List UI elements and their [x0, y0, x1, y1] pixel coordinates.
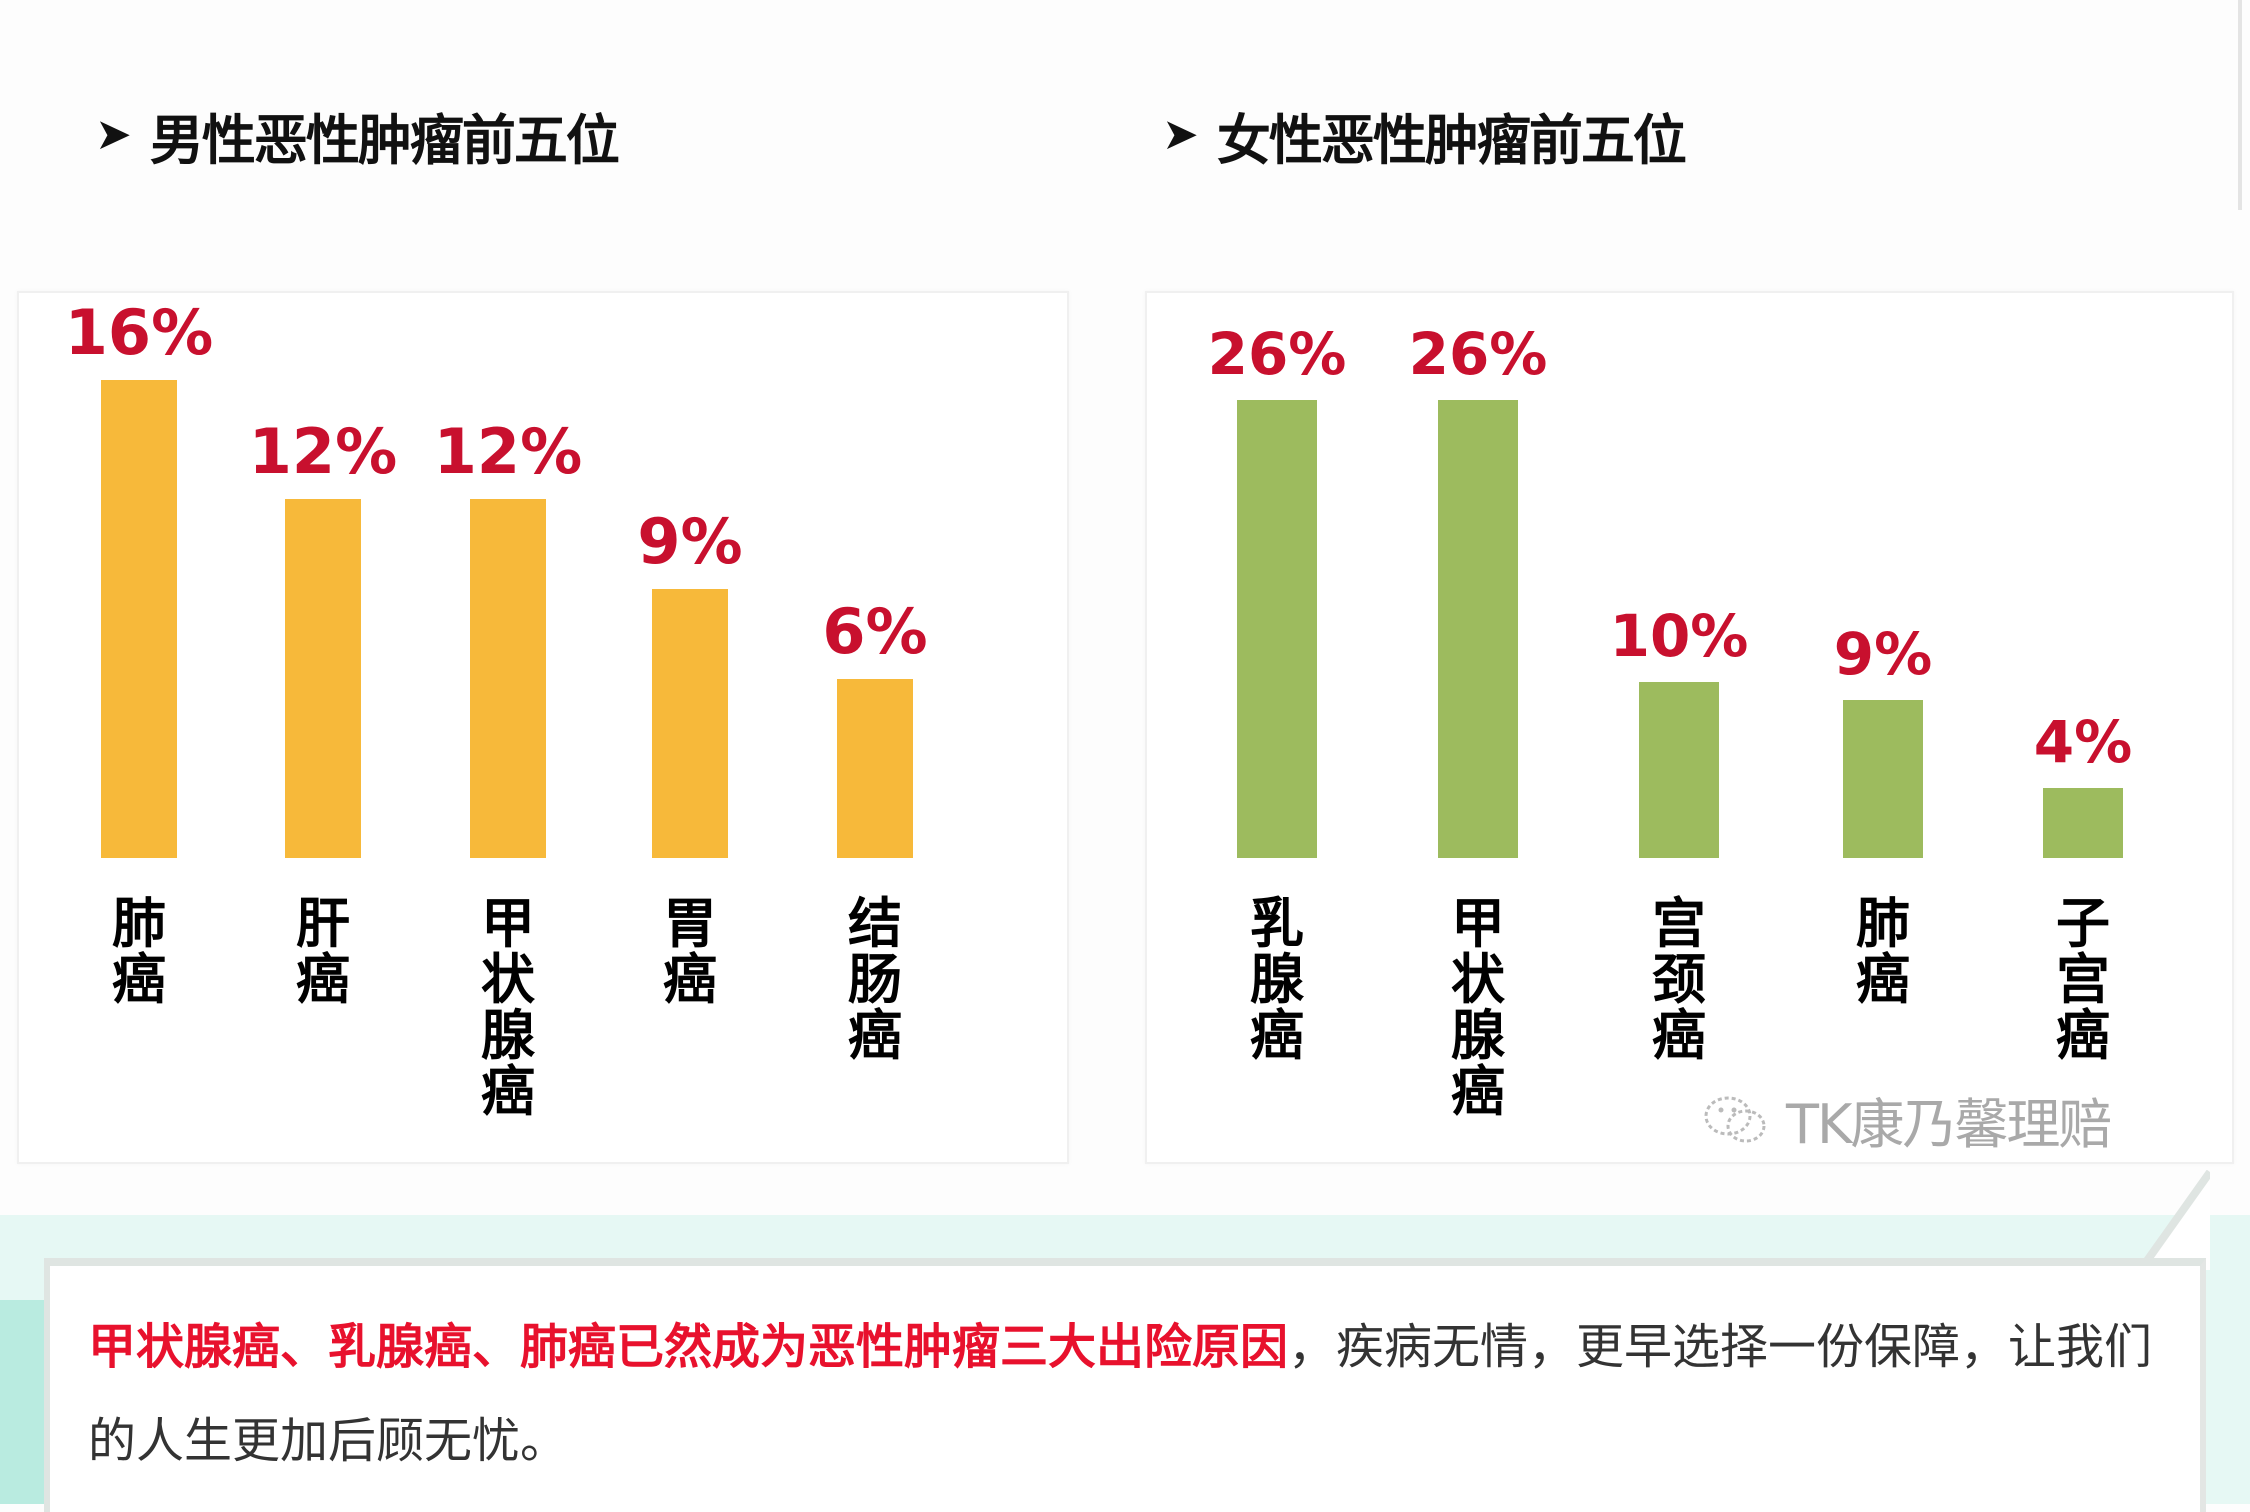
- male-bar-value-label: 6%: [822, 594, 928, 668]
- female-bar-value-label: 9%: [1833, 619, 1933, 688]
- male-bar-category-label: 肝癌: [296, 892, 350, 1011]
- male-bar-category-label: 肺癌: [112, 892, 166, 1011]
- male-bar-value-label: 12%: [248, 415, 398, 489]
- female-bar-category-label: 乳腺癌: [1250, 892, 1304, 1067]
- male-bar: [652, 588, 728, 858]
- female-bar: [2043, 787, 2123, 858]
- summary-rest: ，疾病无情，更早选择一份保障，让我们的人生更加后顾无忧。: [88, 1319, 2153, 1469]
- male-bar: [285, 499, 361, 858]
- female-bar-category-label: 肺癌: [1856, 892, 1910, 1011]
- female-bar: [1639, 682, 1719, 858]
- female-bar-value-label: 4%: [2033, 707, 2133, 776]
- female-bar: [1237, 400, 1317, 858]
- watermark: TK康乃馨理赔: [1700, 1080, 2112, 1159]
- watermark-text: TK康乃馨理赔: [1786, 1093, 2112, 1156]
- male-bar-category-label: 结肠癌: [848, 892, 902, 1067]
- page-edge-divider: [2238, 0, 2242, 210]
- arrow-right-icon: ➤: [1162, 109, 1199, 160]
- female-bar-value-label: 26%: [1408, 320, 1548, 389]
- male-bar-category-label: 甲状腺癌: [481, 892, 535, 1123]
- female-title-text: 女性恶性肿瘤前五位: [1216, 108, 1687, 172]
- male-bar: [470, 499, 546, 858]
- male-bar: [837, 678, 913, 858]
- male-bar-value-label: 9%: [637, 504, 743, 578]
- summary-text: 甲状腺癌、乳腺癌、肺癌已然成为恶性肿瘤三大出险原因，疾病无情，更早选择一份保障，…: [88, 1300, 2198, 1488]
- female-bar-category-label: 甲状腺癌: [1451, 892, 1505, 1123]
- female-bar-value-label: 26%: [1207, 320, 1347, 389]
- male-bar: [101, 379, 177, 858]
- female-bar-value-label: 10%: [1609, 602, 1749, 670]
- summary-band-accent: [0, 1300, 48, 1504]
- male-bar-category-label: 胃癌: [663, 892, 717, 1011]
- summary-highlight: 甲状腺癌、乳腺癌、肺癌已然成为恶性肿瘤三大出险原因: [88, 1319, 1289, 1375]
- female-chart-title: ➤ 女性恶性肿瘤前五位: [1162, 100, 1687, 172]
- male-title-text: 男性恶性肿瘤前五位: [149, 108, 620, 172]
- card-corner-decoration: [2140, 1170, 2210, 1270]
- summary-card: [44, 1258, 2206, 1512]
- male-chart-title: ➤ 男性恶性肿瘤前五位: [95, 100, 620, 172]
- male-bar-value-label: 12%: [433, 415, 583, 489]
- female-bar: [1438, 400, 1518, 858]
- female-bar: [1843, 699, 1923, 858]
- male-bar-value-label: 16%: [64, 295, 214, 369]
- female-bar-category-label: 宫颈癌: [1652, 892, 1706, 1067]
- arrow-right-icon: ➤: [95, 109, 132, 160]
- female-bar-category-label: 子宫癌: [2056, 892, 2110, 1067]
- wechat-icon: [1704, 1096, 1766, 1142]
